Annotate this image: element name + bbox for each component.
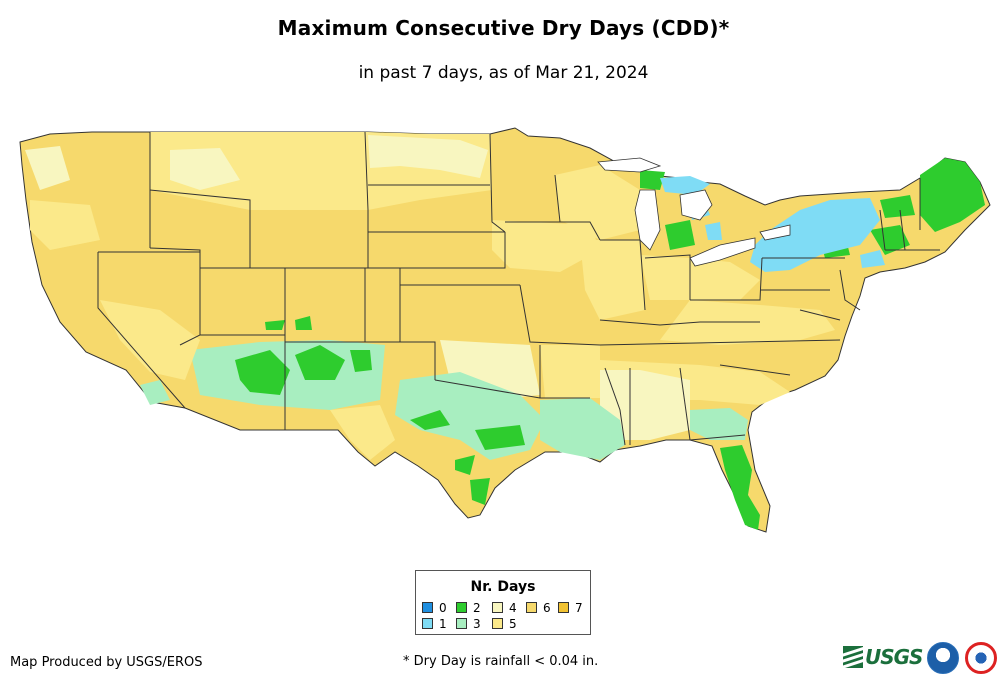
legend-swatch-7: [558, 602, 569, 613]
usgs-logo-text: USGS: [865, 645, 923, 669]
state-borders: [97, 131, 940, 446]
usgs-wave-icon: [843, 646, 863, 668]
legend-swatch-0: [422, 602, 433, 613]
legend-label-6: 6: [543, 601, 551, 615]
legend: Nr. Days 0 1 2 3 4 5 6 7: [415, 570, 591, 635]
legend-label-1: 1: [439, 617, 447, 631]
legend-label-4: 4: [509, 601, 517, 615]
legend-item-0: 0: [422, 602, 447, 616]
map-producer-credit: Map Produced by USGS/EROS: [10, 655, 203, 670]
legend-label-3: 3: [473, 617, 481, 631]
legend-item-4: 4: [492, 602, 517, 616]
legend-label-2: 2: [473, 601, 481, 615]
cdd-patches: [25, 132, 835, 460]
legend-title: Nr. Days: [470, 579, 536, 595]
legend-swatch-1: [422, 618, 433, 629]
legend-item-6: 6: [526, 602, 551, 616]
noaa-emblem-icon: [927, 642, 959, 674]
cdd-2day-patches: [235, 158, 985, 530]
legend-swatch-6: [526, 602, 537, 613]
great-lakes: [597, 157, 791, 267]
legend-swatch-5: [492, 618, 503, 629]
legend-swatch-3: [456, 618, 467, 629]
national-weather-service-icon: [965, 642, 997, 674]
legend-label-5: 5: [509, 617, 517, 631]
usgs-logo: USGS: [843, 644, 923, 670]
legend-label-7: 7: [575, 601, 583, 615]
map-subtitle: in past 7 days, as of Mar 21, 2024: [358, 63, 649, 83]
map-title: Maximum Consecutive Dry Days (CDD)*: [277, 16, 730, 40]
legend-item-1: 1: [422, 618, 447, 632]
legend-swatch-2: [456, 602, 467, 613]
legend-item-3: 3: [456, 618, 481, 632]
dry-day-footnote: * Dry Day is rainfall < 0.04 in.: [403, 654, 599, 669]
legend-swatch-4: [492, 602, 503, 613]
legend-item-5: 5: [492, 618, 517, 632]
agency-logos: USGS: [843, 640, 1003, 680]
legend-label-0: 0: [439, 601, 447, 615]
legend-item-2: 2: [456, 602, 481, 616]
legend-item-7: 7: [558, 602, 583, 616]
